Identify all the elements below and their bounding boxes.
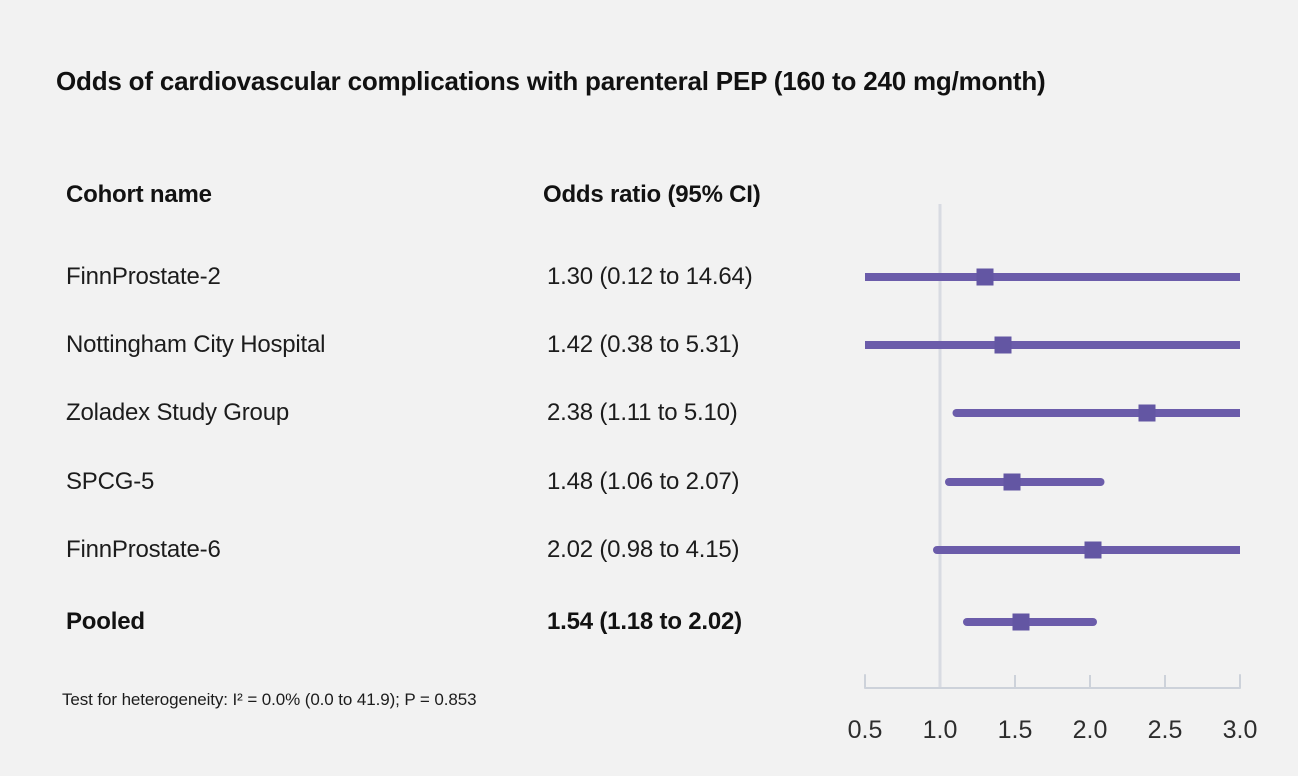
cohort-label: Nottingham City Hospital [66,331,326,358]
or-marker [1084,541,1102,559]
odds-ratio-value: 2.38 (1.11 to 5.10) [547,399,738,426]
ci-cap [952,409,961,417]
x-axis-tick-label: 1.5 [998,716,1033,744]
ci-cap [963,618,971,626]
pooled-marker [1012,613,1030,631]
x-axis-tick-label: 1.0 [923,716,958,744]
x-axis-tick-label: 0.5 [848,716,883,744]
ci-cap [933,546,941,554]
ci-cap [1096,478,1105,486]
or-marker [1138,404,1156,422]
x-axis-tick-label: 3.0 [1223,716,1258,744]
cohort-label: FinnProstate-6 [66,536,221,563]
x-axis-tick-label: 2.5 [1148,716,1183,744]
column-header-cohort: Cohort name [66,181,212,208]
odds-ratio-value: 1.48 (1.06 to 2.07) [547,468,740,495]
cohort-label: Pooled [66,608,145,635]
or-marker [1003,473,1021,491]
x-axis [864,674,1241,689]
cohort-label: SPCG-5 [66,468,155,495]
odds-ratio-value: 1.54 (1.18 to 2.02) [547,608,742,635]
ci-cap [945,478,953,486]
odds-ratio-value: 2.02 (0.98 to 4.15) [547,536,740,563]
column-header-odds-ratio: Odds ratio (95% CI) [543,181,761,208]
x-axis-tick-label: 2.0 [1073,716,1108,744]
chart-title: Odds of cardiovascular complications wit… [56,66,1046,96]
heterogeneity-note: Test for heterogeneity: I² = 0.0% (0.0 t… [62,690,477,709]
or-marker [976,268,994,286]
ci-cap [1089,618,1097,626]
odds-ratio-value: 1.42 (0.38 to 5.31) [547,331,740,358]
odds-ratio-value: 1.30 (0.12 to 14.64) [547,263,753,290]
cohort-label: FinnProstate-2 [66,263,221,290]
cohort-label: Zoladex Study Group [66,399,289,426]
or-marker [994,336,1012,354]
